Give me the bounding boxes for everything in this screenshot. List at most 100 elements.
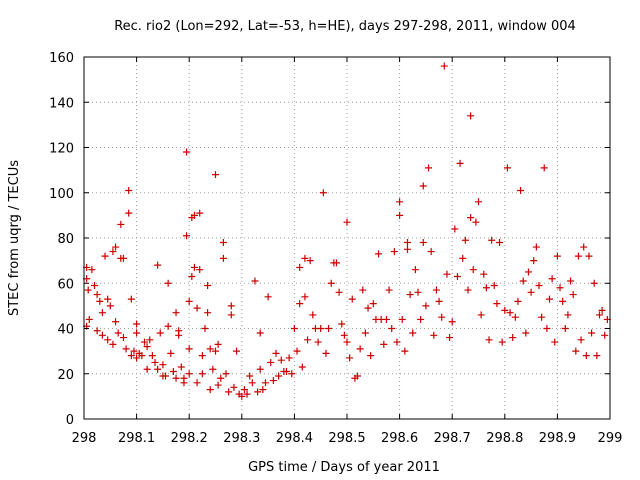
data-point (261, 379, 269, 387)
data-point (517, 186, 525, 194)
data-point (340, 331, 348, 339)
data-point (125, 209, 133, 217)
data-point (269, 377, 277, 385)
data-point (212, 347, 219, 355)
data-point (283, 367, 291, 375)
data-point (361, 329, 369, 337)
data-point (259, 386, 267, 394)
data-point (414, 288, 422, 296)
data-point (403, 239, 411, 247)
data-point (154, 365, 162, 373)
data-point (369, 300, 377, 308)
data-point (590, 279, 598, 287)
data-point (488, 236, 496, 244)
data-point (354, 372, 362, 380)
data-point (601, 331, 609, 339)
data-point (396, 198, 404, 206)
data-point (327, 279, 335, 287)
data-point (467, 112, 475, 120)
data-point (88, 266, 96, 274)
data-point (272, 349, 280, 357)
data-point (501, 306, 509, 314)
data-point (548, 275, 556, 283)
x-axis-label: GPS time / Days of year 2011 (248, 460, 440, 475)
data-point (567, 277, 575, 285)
data-point (104, 295, 112, 303)
data-point (151, 358, 159, 366)
data-point (206, 386, 214, 394)
x-tick-labels: 298 298.1 298.2 298.3 298.4 298.5 298.6 298.7 29… (72, 431, 623, 446)
data-point (140, 338, 148, 346)
data-point (185, 370, 193, 378)
x-tick-label: 298.2 (171, 431, 208, 446)
data-point (511, 313, 519, 321)
data-point (219, 254, 227, 262)
data-point (467, 214, 475, 222)
data-point (204, 309, 212, 317)
x-tick-label: 298 (72, 431, 97, 446)
data-point (522, 329, 530, 337)
data-point (214, 381, 222, 389)
data-point (143, 343, 151, 351)
data-point (84, 286, 92, 294)
data-point (448, 318, 456, 326)
data-point (227, 311, 235, 319)
data-point (91, 282, 99, 290)
x-tick-label: 298.3 (223, 431, 260, 446)
y-tick-label: 40 (57, 323, 74, 338)
data-point (127, 295, 135, 303)
data-point (133, 320, 141, 328)
data-point (164, 279, 172, 287)
data-point (177, 363, 185, 371)
data-point (172, 374, 180, 382)
data-point (485, 336, 493, 344)
data-point (343, 338, 351, 346)
data-point (398, 315, 406, 323)
data-point (190, 263, 198, 271)
data-point (574, 252, 582, 260)
data-point (190, 211, 198, 219)
data-point (251, 277, 259, 285)
data-point (264, 293, 272, 301)
data-point (546, 295, 554, 303)
data-point (540, 164, 548, 172)
data-point (238, 392, 246, 400)
data-point (293, 347, 301, 355)
data-point (246, 372, 254, 380)
data-point (335, 288, 343, 296)
data-point (193, 304, 201, 312)
data-point (101, 252, 109, 260)
data-point (125, 186, 133, 194)
x-tick-label: 298.1 (118, 431, 155, 446)
data-point (585, 252, 593, 260)
data-point (93, 291, 101, 299)
data-point (109, 340, 117, 348)
data-point (524, 268, 532, 276)
data-point (175, 331, 183, 339)
data-point (506, 309, 514, 317)
data-point (167, 349, 175, 357)
x-tick-label: 298.5 (328, 431, 365, 446)
data-point (577, 336, 585, 344)
data-point (593, 352, 601, 360)
data-point (530, 257, 538, 265)
data-point (196, 209, 204, 217)
data-point (438, 313, 446, 321)
data-point (201, 325, 209, 332)
y-tick-labels: 0 20 40 60 80 100 120 140 160 (49, 51, 74, 428)
data-point (532, 243, 540, 251)
data-point (382, 315, 390, 323)
data-point (446, 334, 454, 342)
data-point (317, 325, 325, 332)
data-point (154, 261, 162, 269)
data-point (519, 277, 527, 285)
data-point (85, 315, 93, 323)
data-point (185, 297, 193, 305)
data-point (301, 254, 309, 262)
x-tick-label: 298.7 (434, 431, 471, 446)
data-point (472, 218, 480, 226)
data-point (117, 220, 125, 228)
data-point (319, 189, 327, 197)
data-point (556, 284, 564, 292)
data-point (419, 239, 427, 247)
